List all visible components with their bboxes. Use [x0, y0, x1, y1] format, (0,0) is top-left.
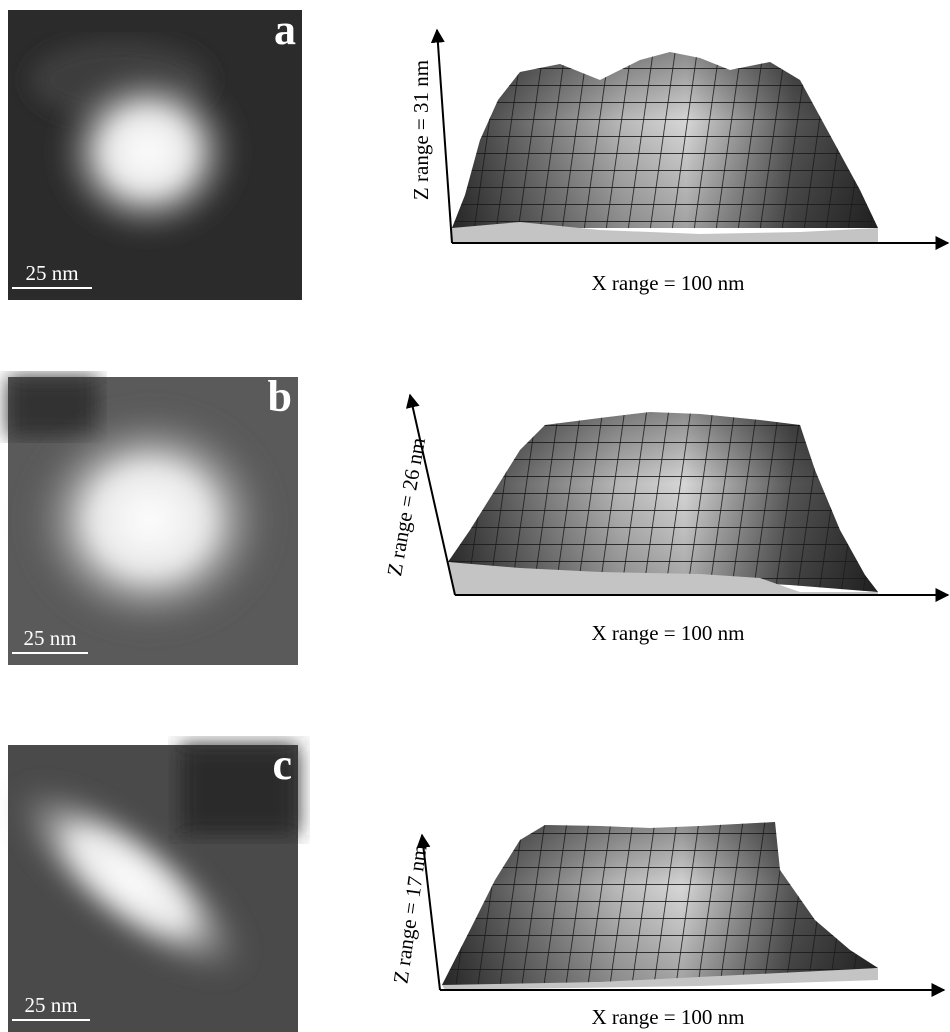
panel-label: a [274, 5, 296, 54]
z-axis-label: Z range = 17 nm [388, 843, 431, 985]
z-axis-label: Z range = 31 nm [409, 60, 433, 200]
panel-a: a 25 nm X range = 100 nm Z range = 31 nm [8, 5, 948, 300]
scale-bar-label: 25 nm [24, 993, 77, 1017]
figure: a 25 nm X range = 100 nm Z range = 31 nm… [0, 0, 950, 1032]
panel-c: c 25 nm X range = 100 nm Z range = 17 nm [0, 740, 944, 1032]
x-axis-label: X range = 100 nm [592, 271, 745, 295]
scale-bar-label: 25 nm [25, 261, 78, 285]
z-axis-label: Z range = 26 nm [382, 436, 430, 578]
x-axis-label: X range = 100 nm [592, 1005, 745, 1029]
scale-bar-label: 25 nm [23, 626, 76, 650]
panel-b: b 25 nm X range = 100 nm Z range = 26 nm [8, 372, 948, 665]
panel-label: c [272, 740, 292, 789]
panel-label: b [268, 372, 292, 421]
x-axis-label: X range = 100 nm [592, 621, 745, 645]
